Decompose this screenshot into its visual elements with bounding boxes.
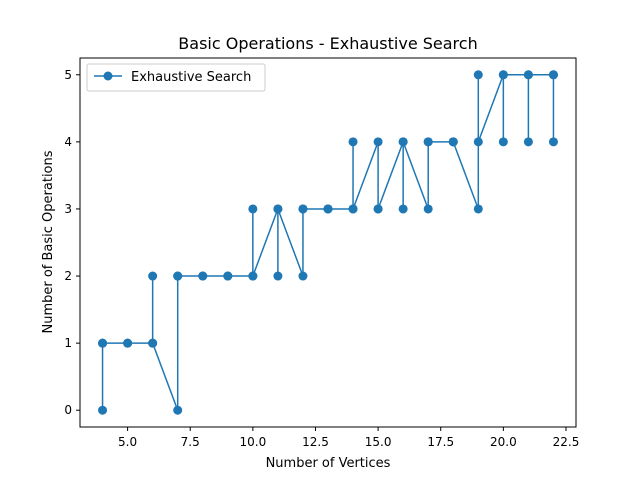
data-point	[348, 137, 358, 147]
data-point	[298, 271, 308, 281]
data-point	[523, 137, 533, 147]
data-point	[373, 204, 383, 214]
x-tick-label: 5.0	[118, 435, 137, 449]
y-tick-label: 5	[64, 68, 72, 82]
data-point	[98, 338, 108, 348]
y-tick-label: 4	[64, 135, 72, 149]
plot-frame	[79, 57, 577, 428]
x-tick-label: 12.5	[302, 435, 329, 449]
y-tick-label: 0	[64, 403, 72, 417]
data-point	[298, 204, 308, 214]
series-layer	[98, 70, 558, 415]
chart-title: Basic Operations - Exhaustive Search	[178, 34, 477, 53]
data-point	[98, 405, 108, 415]
x-axis-label: Number of Vertices	[266, 456, 391, 471]
x-tick-label: 7.5	[181, 435, 200, 449]
data-point	[148, 338, 158, 348]
legend-label-exhaustive-search: Exhaustive Search	[131, 70, 251, 85]
x-tick-label: 10.0	[239, 435, 266, 449]
data-point	[498, 70, 508, 80]
data-point	[473, 204, 483, 214]
data-point	[548, 137, 558, 147]
data-point	[273, 271, 283, 281]
data-point	[173, 405, 183, 415]
data-point	[248, 204, 258, 214]
legend-box	[86, 63, 266, 92]
data-point	[398, 137, 408, 147]
data-point	[448, 137, 458, 147]
y-tick-label: 1	[64, 336, 72, 350]
data-point	[398, 204, 408, 214]
data-point	[273, 204, 283, 214]
data-point	[198, 271, 208, 281]
y-tick-label: 2	[64, 269, 72, 283]
data-point	[123, 338, 133, 348]
x-tick-label: 17.5	[427, 435, 454, 449]
data-point	[373, 137, 383, 147]
y-axis-label: Number of Basic Operations	[41, 150, 56, 333]
data-point	[248, 271, 258, 281]
data-point	[523, 70, 533, 80]
data-point	[348, 204, 358, 214]
x-tick-label: 20.0	[490, 435, 517, 449]
data-point	[323, 204, 333, 214]
data-point	[423, 137, 433, 147]
data-point	[548, 70, 558, 80]
data-point	[148, 271, 158, 281]
data-point	[423, 204, 433, 214]
x-axis: 5.0 7.5 10.0 12.5 15.0 17.5 20.0 22.5	[118, 427, 579, 449]
data-point	[173, 271, 183, 281]
y-axis: 0 1 2 3 4 5	[64, 68, 80, 417]
legend-marker-swatch	[103, 71, 113, 81]
legend: Exhaustive Search	[86, 63, 266, 92]
data-point	[223, 271, 233, 281]
series-line-exhaustive-search	[101, 74, 555, 411]
x-tick-label: 15.0	[365, 435, 392, 449]
data-point	[473, 137, 483, 147]
data-point	[473, 70, 483, 80]
y-tick-label: 3	[64, 202, 72, 216]
x-tick-label: 22.5	[553, 435, 580, 449]
data-point	[498, 137, 508, 147]
